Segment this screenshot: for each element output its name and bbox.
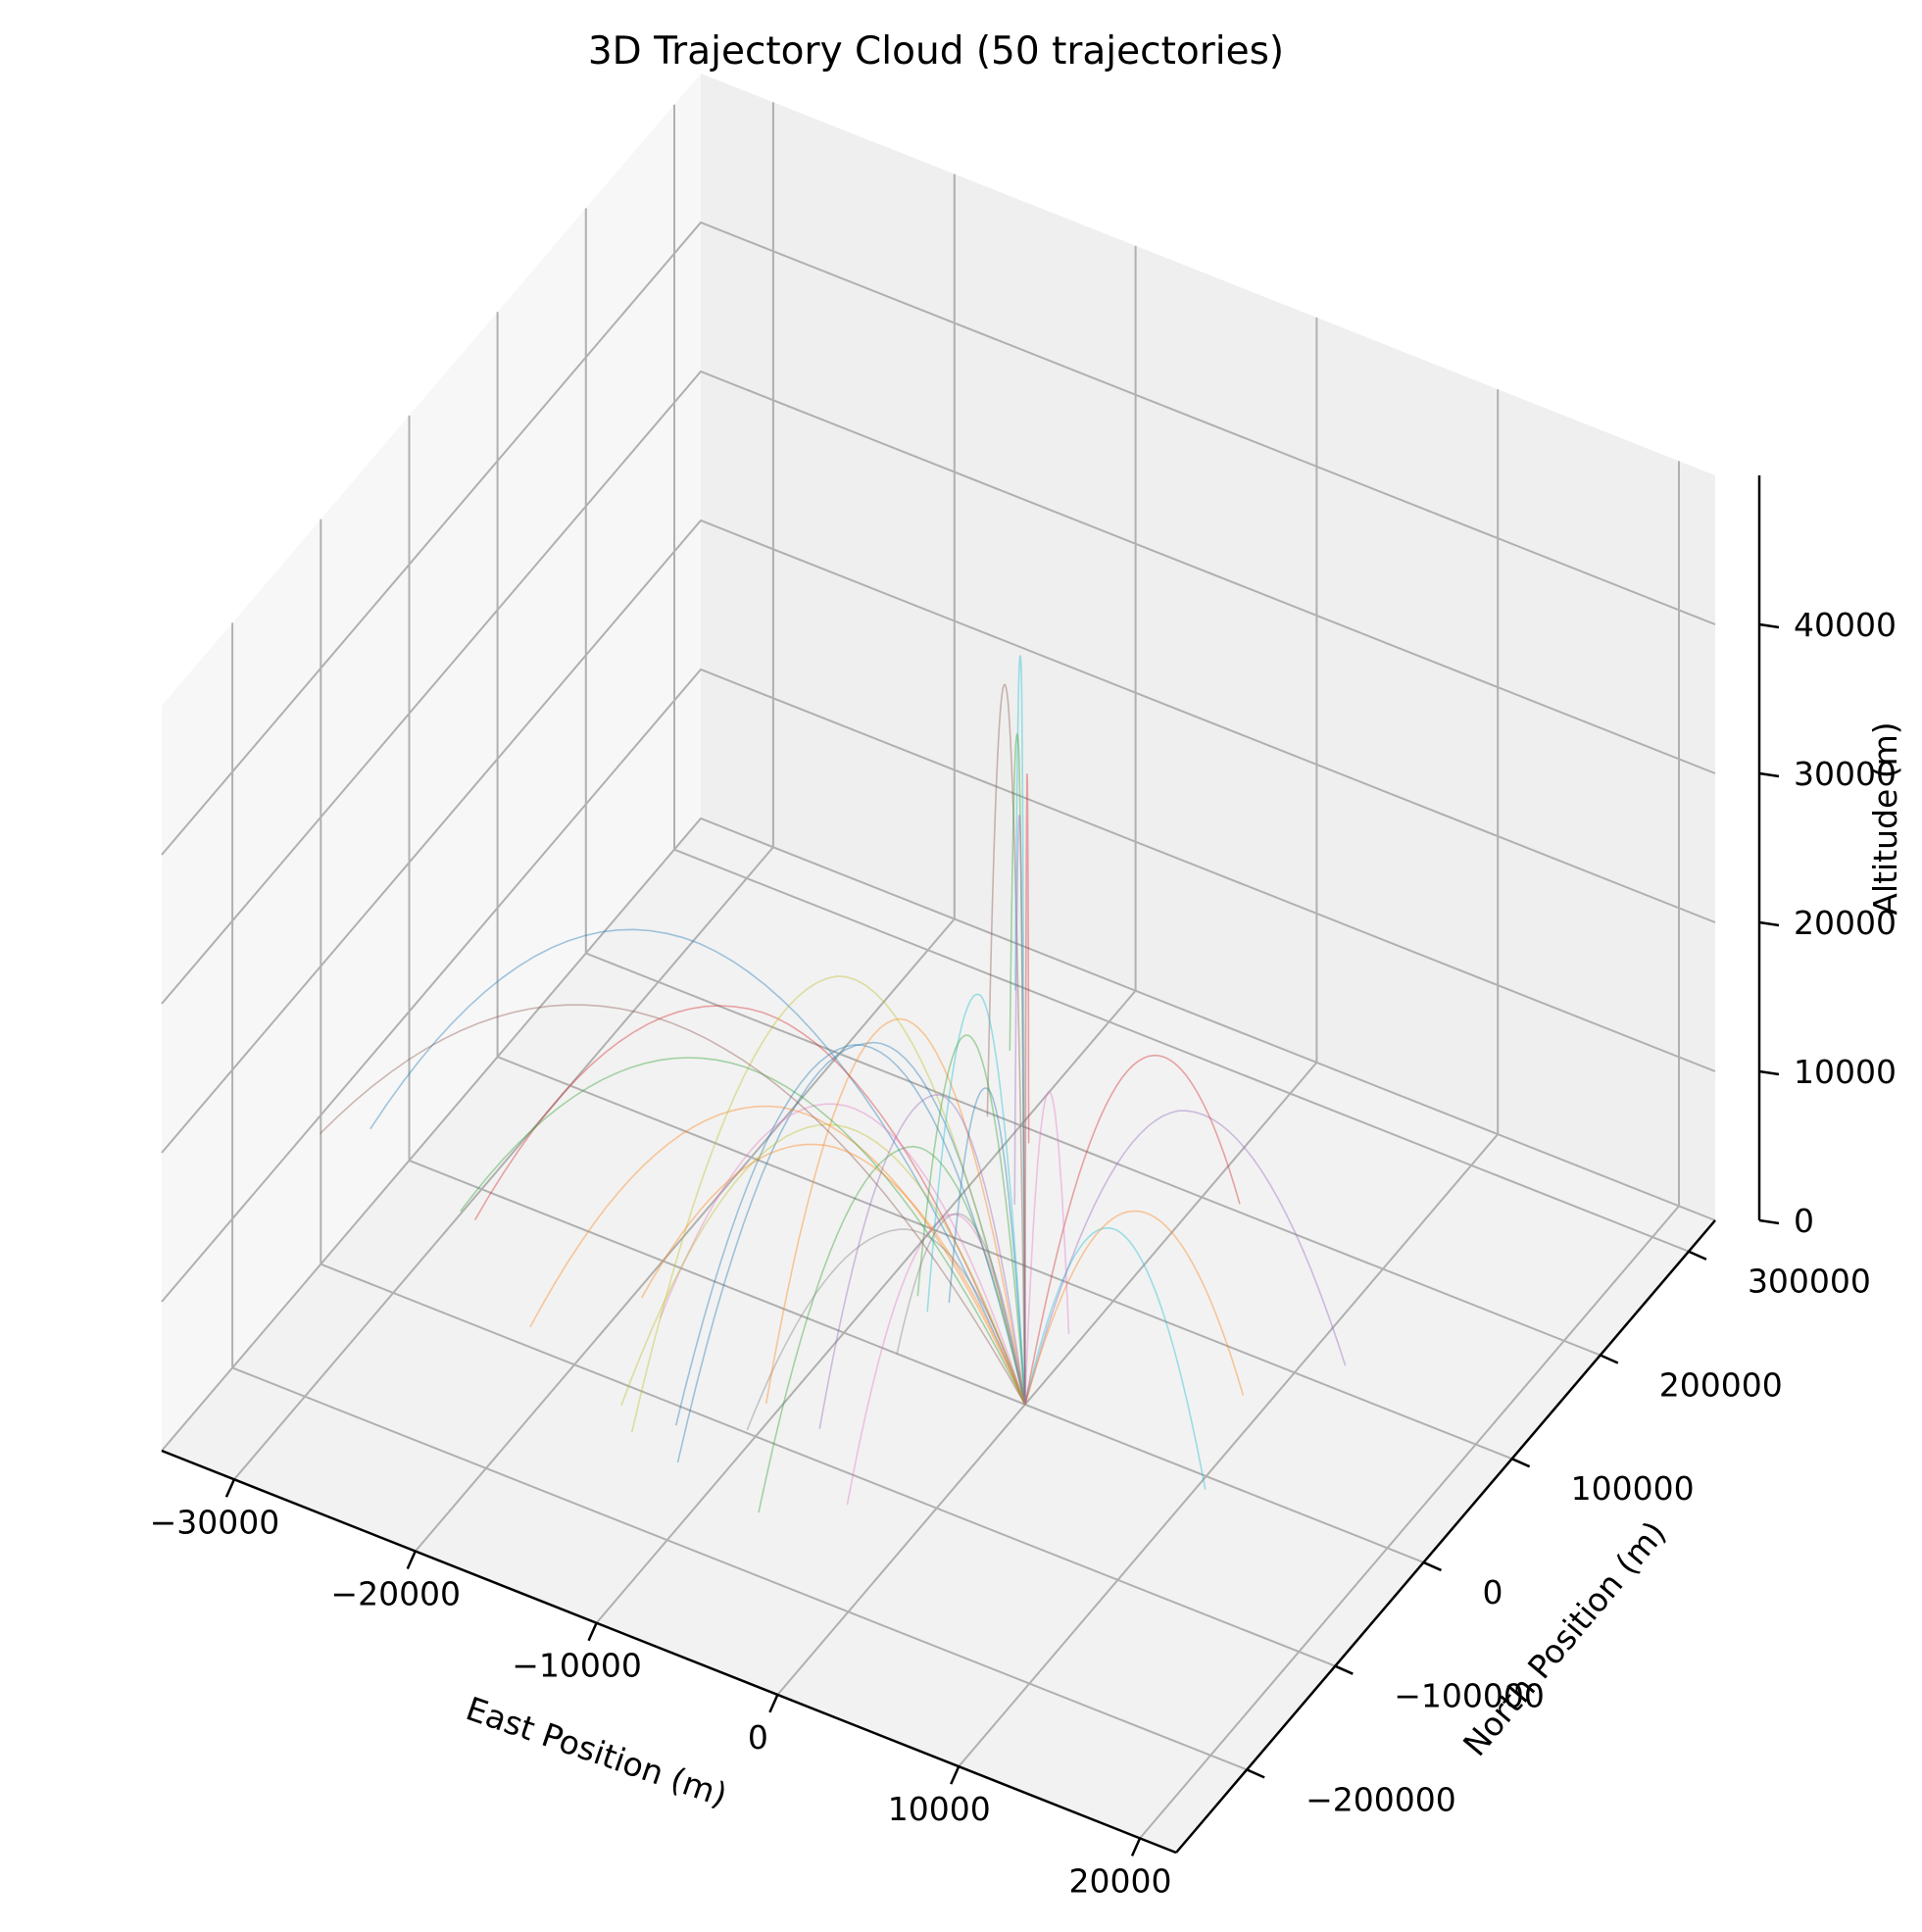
x-tick-1 [406, 1550, 417, 1570]
trajectory-26 [1013, 815, 1026, 1405]
y-tick-label-1: −100000 [1394, 1677, 1545, 1715]
x-tick-0 [224, 1478, 236, 1498]
trajectory-0 [676, 1041, 1026, 1463]
trajectory-8 [746, 1228, 1026, 1431]
trajectory-23 [319, 1004, 1026, 1406]
trajectory-18 [846, 1213, 1026, 1506]
x-axis-line [161, 1449, 1177, 1855]
y-tick-0 [1246, 1768, 1265, 1779]
trajectory-15 [674, 1043, 1026, 1426]
x-tick-3 [768, 1694, 779, 1713]
trajectory-21 [1024, 1054, 1241, 1406]
trajectory-29 [640, 1143, 1026, 1406]
z-tick-label-2: 20000 [1794, 904, 1897, 942]
trajectory-27 [896, 1213, 1026, 1406]
axis-lines [161, 475, 1780, 1857]
x-axis-title: East Position (m) [462, 1689, 732, 1814]
z-tick-0 [1758, 1218, 1780, 1225]
trajectory-5 [1024, 1110, 1347, 1406]
y-axis-title: North Position (m) [1455, 1513, 1674, 1763]
z-gridline-2 [161, 519, 1716, 1154]
trajectory-14 [1024, 1226, 1207, 1490]
z-tick-4 [1758, 622, 1780, 629]
y-tick-label-2: 0 [1482, 1573, 1503, 1611]
x-tick-label-4: 10000 [888, 1790, 991, 1828]
y-tick-label-5: 300000 [1748, 1263, 1871, 1301]
trajectory-2 [529, 1105, 1026, 1406]
z-tick-label-3: 30000 [1794, 755, 1897, 793]
trajectory-22 [948, 1087, 1026, 1405]
trajectory-25 [916, 1034, 1026, 1405]
trajectory-19 [620, 1123, 1026, 1407]
trajectory-13 [764, 1017, 1026, 1406]
trajectory-1 [370, 928, 1026, 1406]
y-tick-4 [1600, 1354, 1619, 1364]
trajectory-lines [319, 655, 1347, 1513]
trajectory-12 [1024, 773, 1030, 1405]
z-gridline-0 [161, 817, 1716, 1452]
z-gridline-3 [161, 370, 1716, 1005]
y-tick-label-3: 100000 [1571, 1469, 1695, 1508]
left-pane [162, 74, 701, 1451]
y-tick-3 [1511, 1458, 1531, 1468]
trajectory-20 [1024, 1210, 1245, 1406]
x-tick-label-2: −10000 [512, 1647, 642, 1685]
z-tick-label-4: 40000 [1794, 606, 1897, 644]
y-tick-label-4: 200000 [1659, 1365, 1783, 1404]
trajectory-6 [986, 683, 1026, 1405]
x-tick-label-1: −20000 [330, 1575, 461, 1613]
z-tick-1 [1758, 1069, 1780, 1076]
gridlines [161, 102, 1716, 1840]
y-axis-line [1175, 1219, 1716, 1854]
z-gridline-1 [161, 668, 1716, 1303]
trajectory-11 [1009, 732, 1026, 1405]
trajectory-9 [630, 974, 1026, 1433]
y-tick-label-0: −200000 [1306, 1780, 1456, 1818]
trajectory-3 [758, 1145, 1026, 1513]
y-tick-2 [1422, 1560, 1442, 1572]
z-axis-title: Altitude (m) [1866, 721, 1904, 915]
tick-labels: −30000−20000−1000001000020000−200000−100… [150, 606, 1897, 1900]
trajectory-7 [659, 1103, 1026, 1406]
z-tick-3 [1758, 771, 1780, 778]
z-gridline-4 [161, 221, 1716, 856]
x-tick-label-5: 20000 [1069, 1861, 1172, 1900]
y-tick-5 [1688, 1250, 1707, 1261]
z-tick-label-0: 0 [1794, 1202, 1814, 1240]
x-tick-4 [950, 1765, 961, 1785]
trajectory-10 [1014, 655, 1026, 1405]
z-tick-label-1: 10000 [1794, 1053, 1897, 1091]
x-tick-label-0: −30000 [150, 1503, 280, 1541]
x-tick-2 [587, 1622, 598, 1642]
trajectory-4 [473, 1005, 1026, 1406]
trajectory-16 [460, 1057, 1026, 1406]
y-tick-1 [1334, 1664, 1354, 1675]
x-tick-label-3: 0 [748, 1718, 768, 1757]
trajectory-17 [818, 1094, 1026, 1429]
z-tick-2 [1758, 920, 1780, 927]
trajectory-24 [926, 993, 1026, 1405]
chart-title: 3D Trajectory Cloud (50 trajectories) [588, 29, 1284, 74]
x-tick-5 [1130, 1837, 1142, 1857]
trajectory-28 [1024, 1090, 1070, 1405]
